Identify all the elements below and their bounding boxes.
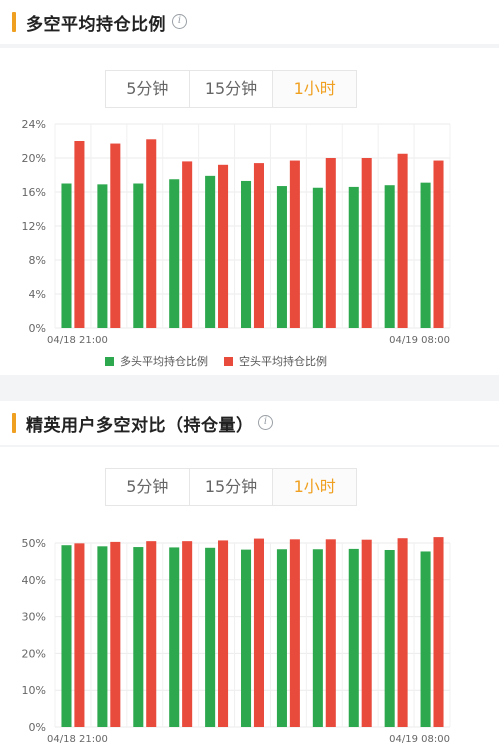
info-icon[interactable]: i bbox=[172, 14, 187, 29]
tab-5min[interactable]: 5分钟 bbox=[106, 71, 190, 107]
tab-1hour[interactable]: 1小时 bbox=[273, 71, 357, 107]
tab-5min[interactable]: 5分钟 bbox=[106, 469, 190, 505]
section-accent-bar bbox=[12, 413, 16, 433]
section-title: 精英用户多空对比（持仓量） bbox=[26, 416, 254, 436]
legend-swatch-long bbox=[105, 356, 114, 366]
legend-item-long: 多头平均持仓比例 bbox=[105, 353, 208, 369]
chart-panel-1: 5分钟 15分钟 1小时 bbox=[0, 48, 499, 375]
section-accent-bar bbox=[12, 12, 16, 32]
tab-15min[interactable]: 15分钟 bbox=[190, 71, 274, 107]
section-header-elite: 精英用户多空对比（持仓量） i bbox=[0, 401, 499, 445]
info-icon[interactable]: i bbox=[258, 415, 273, 430]
chart-panel-2: 5分钟 15分钟 1小时 bbox=[0, 447, 499, 755]
legend-item-short: 空头平均持仓比例 bbox=[224, 353, 327, 369]
legend-label-short: 空头平均持仓比例 bbox=[239, 355, 327, 368]
timeframe-selector: 5分钟 15分钟 1小时 bbox=[105, 468, 357, 506]
legend-swatch-short bbox=[224, 356, 233, 366]
tab-15min[interactable]: 15分钟 bbox=[190, 469, 274, 505]
section-title: 多空平均持仓比例 bbox=[26, 15, 166, 35]
tab-1hour[interactable]: 1小时 bbox=[273, 469, 357, 505]
section-header-position-ratio: 多空平均持仓比例 i bbox=[0, 0, 499, 44]
chart-legend: 多头平均持仓比例 空头平均持仓比例 bbox=[105, 353, 327, 369]
timeframe-selector: 5分钟 15分钟 1小时 bbox=[105, 70, 357, 108]
legend-label-long: 多头平均持仓比例 bbox=[120, 355, 208, 368]
